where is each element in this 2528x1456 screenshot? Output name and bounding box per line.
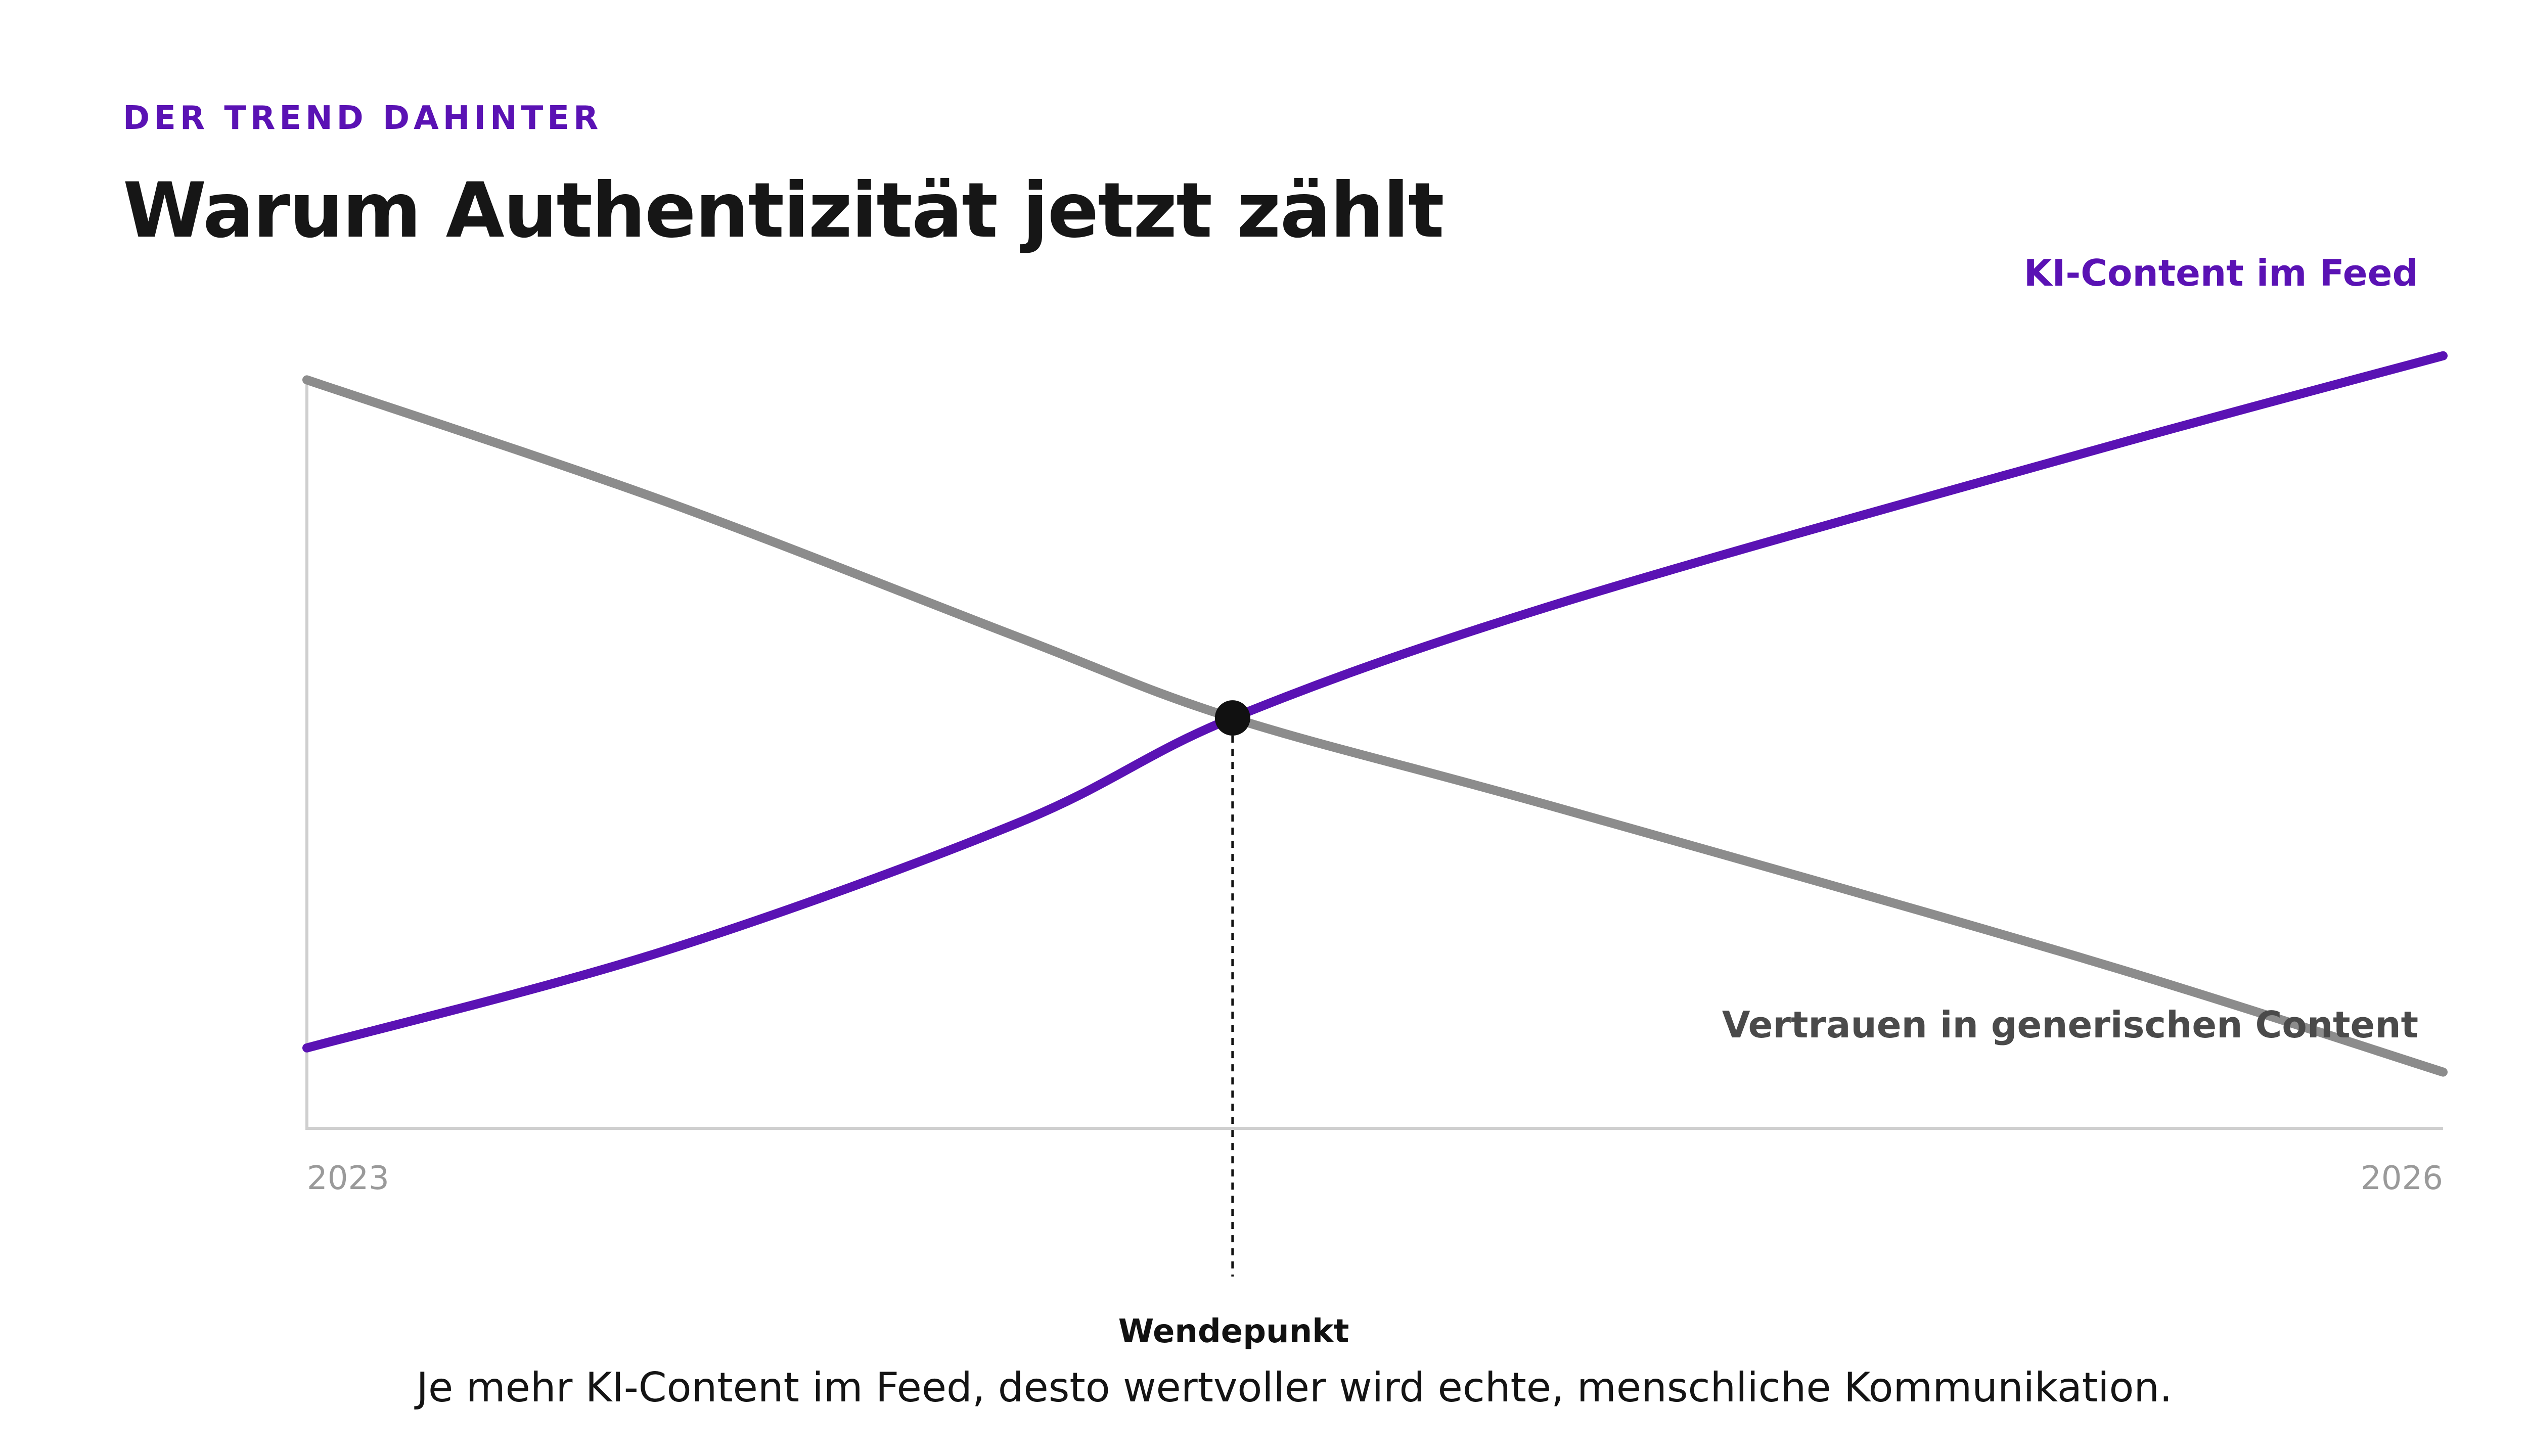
- wendepunkt-marker: [1214, 700, 1250, 736]
- series-label-vertrauen: Vertrauen in generischen Content: [1722, 1004, 2418, 1046]
- page-title: Warum Authentizität jetzt zählt: [123, 167, 1444, 255]
- series-label-ki-content: KI-Content im Feed: [2024, 252, 2418, 294]
- trust-line: [302, 375, 2448, 1077]
- x-tick-label-2023: 2023: [307, 1160, 389, 1197]
- ki-content-line: [302, 351, 2448, 1053]
- wendepunkt-label: Wendepunkt: [1118, 1313, 1349, 1350]
- eyebrow-label: DER TREND DAHINTER: [123, 100, 603, 137]
- footer-caption: Je mehr KI-Content im Feed, desto wertvo…: [416, 1364, 2173, 1411]
- x-tick-label-2026: 2026: [2361, 1160, 2443, 1197]
